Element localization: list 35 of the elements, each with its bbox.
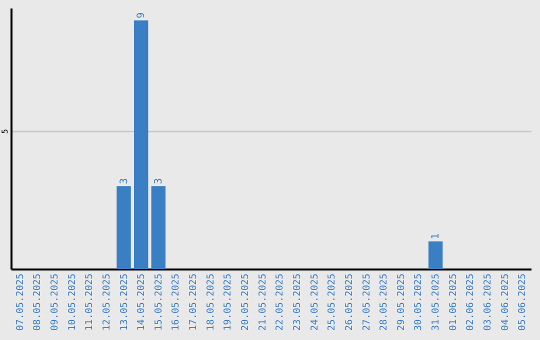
x-tick-label: 30.05.2025: [413, 274, 424, 331]
x-tick-label: 17.05.2025: [188, 274, 200, 331]
x-tick-label: 26.05.2025: [344, 274, 355, 331]
y-tick-label: 5: [0, 128, 10, 134]
x-tick-label: 08.05.2025: [32, 274, 44, 331]
x-tick-label: 20.05.2025: [240, 274, 252, 331]
x-tick-label: 10.05.2025: [66, 274, 78, 331]
x-tick-label: 16.05.2025: [170, 274, 182, 331]
x-tick-label: 25.05.2025: [326, 274, 338, 331]
x-tick-label: 05.06.2025: [517, 274, 528, 331]
data-label: 3: [153, 178, 164, 184]
x-tick-label: 22.05.2025: [274, 274, 286, 331]
x-tick-label: 19.05.2025: [222, 274, 234, 331]
x-tick-label: 18.05.2025: [205, 274, 216, 331]
x-tick-label: 24.05.2025: [309, 274, 320, 331]
data-label: 9: [136, 12, 148, 18]
x-tick-label: 27.05.2025: [361, 274, 372, 331]
x-tick-label: 14.05.2025: [136, 274, 148, 331]
x-tick-label: 15.05.2025: [153, 274, 164, 331]
x-tick-label: 12.05.2025: [101, 274, 112, 331]
data-label: 3: [118, 178, 130, 184]
x-tick-label: 01.06.2025: [448, 274, 459, 331]
x-tick-label: 03.06.2025: [482, 274, 494, 331]
x-tick-label: 13.05.2025: [118, 274, 130, 331]
x-tick-label: 29.05.2025: [396, 274, 407, 331]
x-tick-label: 23.05.2025: [292, 274, 303, 331]
data-label: 1: [430, 233, 442, 240]
x-tick-label: 28.05.2025: [378, 274, 390, 331]
x-tick-label: 02.06.2025: [465, 274, 476, 331]
x-tick-label: 21.05.2025: [257, 274, 268, 331]
x-tick-label: 07.05.2025: [14, 274, 26, 331]
x-tick-label: 31.05.2025: [430, 274, 442, 331]
x-tick-label: 09.05.2025: [49, 274, 60, 331]
x-tick-label: 11.05.2025: [84, 274, 96, 331]
x-tick-label: 04.06.2025: [500, 274, 511, 331]
